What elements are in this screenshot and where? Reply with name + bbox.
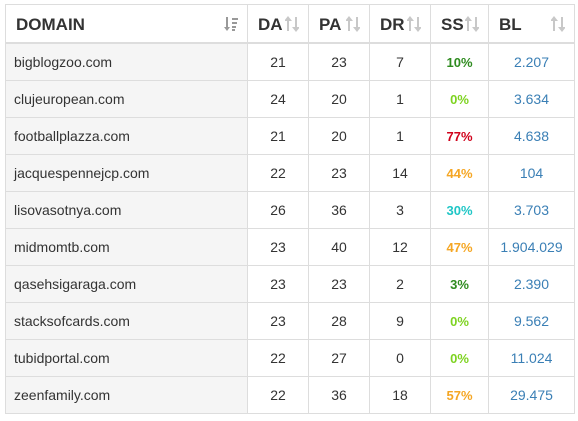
da-cell: 23 [247,265,309,303]
dr-cell: 3 [369,191,431,229]
ss-cell: 3% [430,265,489,303]
sort-arrows-icon[interactable] [465,16,479,32]
dr-cell: 1 [369,117,431,155]
dr-cell: 0 [369,339,431,377]
column-header-ss[interactable]: SS [430,4,489,44]
da-cell: 24 [247,80,309,118]
ss-cell: 47% [430,228,489,266]
domain-cell: bigblogzoo.com [5,42,248,81]
bl-cell: 4.638 [488,117,575,155]
ss-cell: 0% [430,339,489,377]
column-header-bl-label: BL [499,15,522,34]
dr-cell: 14 [369,154,431,192]
table-row: clujeuropean.com 24 20 1 0% 3.634 [5,80,575,118]
bl-cell: 9.562 [488,302,575,340]
pa-cell: 23 [308,42,370,81]
da-cell: 22 [247,154,309,192]
pa-cell: 20 [308,80,370,118]
domain-cell: clujeuropean.com [5,80,248,118]
domain-cell: footballplazza.com [5,117,248,155]
sort-arrows-icon[interactable] [346,16,360,32]
column-header-da[interactable]: DA [247,4,309,44]
pa-cell: 20 [308,117,370,155]
ss-cell: 44% [430,154,489,192]
domain-cell: tubidportal.com [5,339,248,377]
domain-cell: lisovasotnya.com [5,191,248,229]
da-cell: 22 [247,376,309,414]
domain-cell: qasehsigaraga.com [5,265,248,303]
table-row: lisovasotnya.com 26 36 3 30% 3.703 [5,191,575,229]
pa-cell: 27 [308,339,370,377]
dr-cell: 2 [369,265,431,303]
column-header-dr-label: DR [380,15,405,34]
ss-cell: 77% [430,117,489,155]
table-body: bigblogzoo.com 21 23 7 10% 2.207 clujeuropean.… [5,42,575,414]
column-header-bl[interactable]: BL [488,4,575,44]
pa-cell: 36 [308,191,370,229]
dr-cell: 12 [369,228,431,266]
column-header-ss-label: SS [441,15,464,34]
table-row: midmomtb.com 23 40 12 47% 1.904.029 [5,228,575,266]
dr-cell: 18 [369,376,431,414]
domain-cell: midmomtb.com [5,228,248,266]
pa-cell: 40 [308,228,370,266]
domain-cell: stacksofcards.com [5,302,248,340]
table-row: jacquespennejcp.com 22 23 14 44% 104 [5,154,575,192]
pa-cell: 28 [308,302,370,340]
domain-metrics-table-wrap: DOMAIN DA [5,4,575,414]
bl-cell: 1.904.029 [488,228,575,266]
sort-arrows-icon[interactable] [551,16,565,32]
ss-cell: 10% [430,42,489,81]
dr-cell: 1 [369,80,431,118]
domain-cell: zeenfamily.com [5,376,248,414]
domain-metrics-table: DOMAIN DA [5,4,575,414]
ss-cell: 0% [430,302,489,340]
pa-cell: 23 [308,154,370,192]
sort-arrows-icon[interactable] [285,16,299,32]
table-row: bigblogzoo.com 21 23 7 10% 2.207 [5,42,575,81]
bl-cell: 3.634 [488,80,575,118]
column-header-dr[interactable]: DR [369,4,431,44]
da-cell: 23 [247,228,309,266]
table-row: tubidportal.com 22 27 0 0% 11.024 [5,339,575,377]
dr-cell: 9 [369,302,431,340]
da-cell: 21 [247,42,309,81]
column-header-da-label: DA [258,15,283,34]
bl-cell: 11.024 [488,339,575,377]
bl-cell: 104 [488,154,575,192]
table-header-row: DOMAIN DA [5,4,575,44]
sort-arrows-icon[interactable] [407,16,421,32]
bl-cell: 2.390 [488,265,575,303]
ss-cell: 57% [430,376,489,414]
dr-cell: 7 [369,42,431,81]
column-header-pa[interactable]: PA [308,4,370,44]
pa-cell: 36 [308,376,370,414]
da-cell: 21 [247,117,309,155]
table-row: qasehsigaraga.com 23 23 2 3% 2.390 [5,265,575,303]
pa-cell: 23 [308,265,370,303]
ss-cell: 0% [430,80,489,118]
da-cell: 26 [247,191,309,229]
sort-alpha-down-icon[interactable] [224,16,238,32]
domain-cell: jacquespennejcp.com [5,154,248,192]
table-row: stacksofcards.com 23 28 9 0% 9.562 [5,302,575,340]
da-cell: 23 [247,302,309,340]
ss-cell: 30% [430,191,489,229]
table-row: zeenfamily.com 22 36 18 57% 29.475 [5,376,575,414]
bl-cell: 3.703 [488,191,575,229]
column-header-domain-label: DOMAIN [16,15,85,34]
da-cell: 22 [247,339,309,377]
column-header-domain[interactable]: DOMAIN [5,4,248,44]
bl-cell: 29.475 [488,376,575,414]
bl-cell: 2.207 [488,42,575,81]
column-header-pa-label: PA [319,15,342,34]
table-row: footballplazza.com 21 20 1 77% 4.638 [5,117,575,155]
